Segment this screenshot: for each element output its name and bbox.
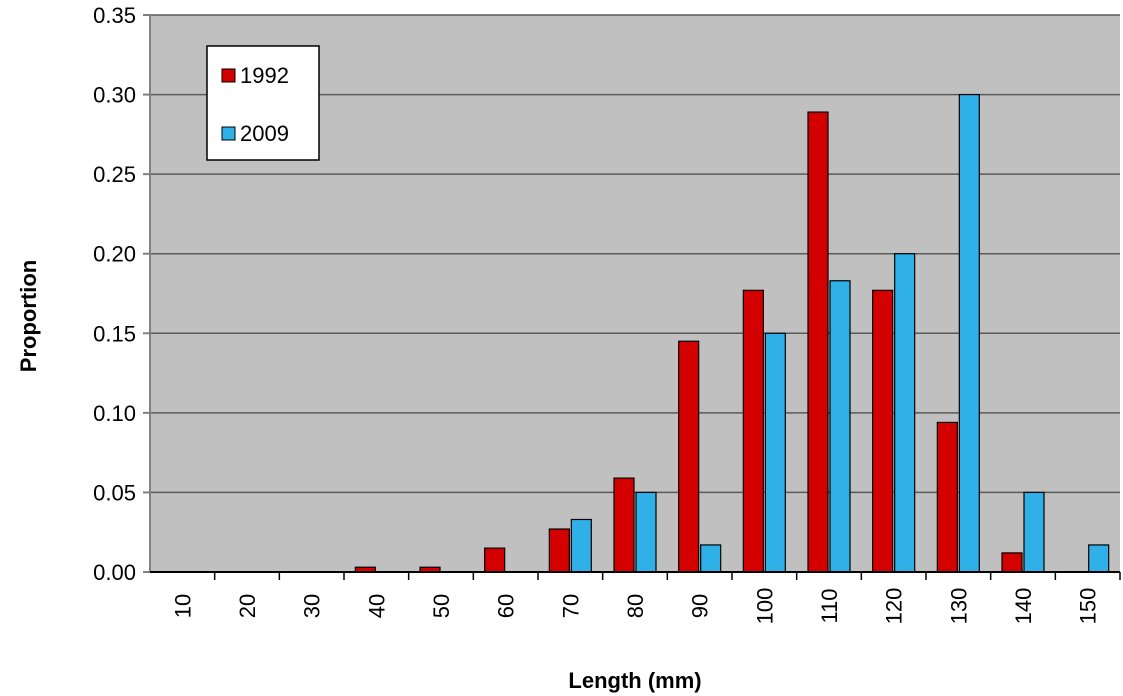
bars xyxy=(354,93,1110,573)
x-tick-label: 60 xyxy=(494,594,519,618)
bar-1992-90 xyxy=(678,340,700,573)
bar-1992-80 xyxy=(613,477,635,573)
y-tick-label: 0.25 xyxy=(93,162,136,187)
bar-2009-140 xyxy=(1023,491,1045,573)
bar-1992-60 xyxy=(484,547,506,573)
bar-2009-70 xyxy=(570,518,592,573)
bar-2009-130 xyxy=(958,93,980,573)
x-tick-label: 130 xyxy=(946,588,971,625)
bar-1992-130 xyxy=(936,421,958,573)
axes xyxy=(149,15,1120,573)
bar-1992-70 xyxy=(548,528,570,573)
y-tick-label: 0.20 xyxy=(93,242,136,267)
y-tick-label: 0.00 xyxy=(93,560,136,585)
x-tick-label: 110 xyxy=(817,588,842,623)
y-tick-label: 0.10 xyxy=(93,401,136,426)
x-tick-label: 50 xyxy=(429,594,454,618)
x-tick-label: 150 xyxy=(1076,588,1101,625)
gridlines xyxy=(150,14,1120,494)
bar-1992-110 xyxy=(807,111,829,573)
bar-1992-120 xyxy=(872,289,894,573)
y-tick-label: 0.15 xyxy=(93,321,136,346)
x-axis-title: Length (mm) xyxy=(568,668,701,693)
bar-1992-100 xyxy=(742,289,764,573)
x-tick-label: 120 xyxy=(882,588,907,625)
bar-2009-110 xyxy=(829,280,851,573)
legend-box xyxy=(206,45,320,161)
legend: 1992 2009 xyxy=(206,45,320,161)
legend-label-2009: 2009 xyxy=(240,121,289,146)
x-tick-label: 10 xyxy=(170,594,195,618)
y-axis-title: Proportion xyxy=(16,260,41,372)
bar-2009-90 xyxy=(700,544,722,573)
bar-2009-120 xyxy=(894,253,916,573)
x-tick-label: 100 xyxy=(752,588,777,625)
x-tick-labels: 10 20 30 40 50 60 70 80 90 100 110 120 130 140 150 xyxy=(170,572,1121,625)
legend-swatch-1992 xyxy=(221,68,236,83)
x-tick-label: 40 xyxy=(364,594,389,618)
y-tick-label: 0.35 xyxy=(93,3,136,28)
y-tick-label: 0.05 xyxy=(93,480,136,505)
x-tick-label: 90 xyxy=(688,594,713,618)
legend-swatch-2009 xyxy=(221,126,236,141)
x-tick-label: 30 xyxy=(300,594,325,618)
y-tick-labels: 0.00 0.05 0.10 0.15 0.20 0.25 0.30 0.35 xyxy=(93,3,150,585)
bar-2009-80 xyxy=(635,491,657,573)
x-tick-label: 140 xyxy=(1011,588,1036,625)
bar-2009-100 xyxy=(764,332,786,573)
legend-label-1992: 1992 xyxy=(240,63,289,88)
y-tick-label: 0.30 xyxy=(93,83,136,108)
x-tick-label: 20 xyxy=(235,594,260,618)
x-tick-label: 80 xyxy=(623,594,648,618)
bar-1992-140 xyxy=(1001,552,1023,573)
bar-2009-150 xyxy=(1088,544,1110,573)
x-tick-label: 70 xyxy=(558,594,583,618)
